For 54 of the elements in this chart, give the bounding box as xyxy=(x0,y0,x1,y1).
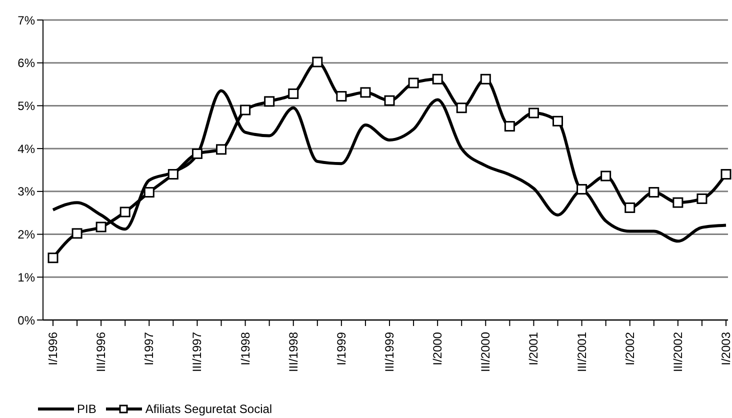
legend-label: Afiliats Seguretat Social xyxy=(145,402,272,416)
point xyxy=(288,88,299,99)
y-tick-label: 7% xyxy=(18,13,36,28)
point xyxy=(600,170,612,182)
y-tick-label: 3% xyxy=(18,184,36,199)
x-tick-label: I/2000 xyxy=(430,332,445,366)
point xyxy=(144,187,154,198)
point xyxy=(552,116,563,126)
x-tick-label: III/1996 xyxy=(94,332,108,372)
point xyxy=(48,252,58,264)
x-tick-label: III/2001 xyxy=(574,332,589,372)
legend-label: PIB xyxy=(77,402,96,416)
y-tick-label: 4% xyxy=(18,142,36,156)
point xyxy=(528,108,539,118)
x-tick-label: I/1999 xyxy=(334,332,348,366)
x-tick-label: III/1998 xyxy=(286,332,300,372)
y-tick-label: 2% xyxy=(18,228,36,242)
y-tick-label: 1% xyxy=(18,270,36,284)
point xyxy=(672,197,684,208)
x-tick-label: I/2003 xyxy=(719,332,732,366)
x-tick-label: III/1999 xyxy=(382,332,396,372)
point xyxy=(696,193,708,204)
point xyxy=(120,206,130,218)
point xyxy=(624,202,636,213)
y-tick-label: 5% xyxy=(18,98,36,113)
x-tick-label: III/1997 xyxy=(190,332,204,372)
point xyxy=(480,74,491,84)
x-tick-label: I/2001 xyxy=(526,332,541,366)
point xyxy=(432,74,443,84)
point xyxy=(312,56,323,68)
x-tick-label: III/2002 xyxy=(670,332,685,372)
point xyxy=(96,222,106,232)
x-tick-label: III/2000 xyxy=(478,332,493,372)
x-tick-label: I/1996 xyxy=(46,332,60,366)
point xyxy=(576,184,588,195)
point xyxy=(504,121,515,132)
x-tick-label: I/2002 xyxy=(622,332,637,366)
y-tick-label: 6% xyxy=(18,56,36,70)
y-tick-label: 0% xyxy=(18,313,36,328)
point xyxy=(192,148,202,159)
point xyxy=(336,91,347,102)
point xyxy=(360,87,371,98)
point xyxy=(384,95,395,106)
point xyxy=(264,96,275,107)
point xyxy=(240,104,251,116)
point xyxy=(72,228,82,239)
x-tick-label: I/1997 xyxy=(142,332,156,366)
point xyxy=(408,78,419,88)
point xyxy=(456,102,467,114)
point xyxy=(216,144,226,155)
x-tick-label: I/1998 xyxy=(238,332,252,366)
point xyxy=(168,169,178,180)
point xyxy=(720,169,732,180)
point xyxy=(648,187,660,198)
